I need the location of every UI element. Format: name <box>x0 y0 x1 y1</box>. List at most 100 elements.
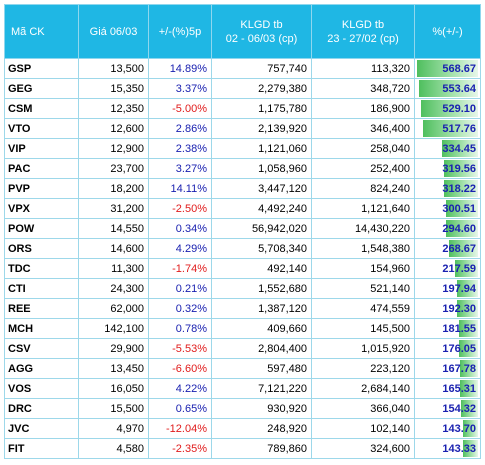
cell-price: 12,900 <box>78 138 149 159</box>
cell-volume-current: 5,708,340 <box>211 238 312 259</box>
cell-price: 31,200 <box>78 198 149 219</box>
cell-change: 0.21% <box>148 278 212 299</box>
table-body: GSP 13,500 14.89% 757,740 113,320 568.67 GEG 15… <box>4 58 481 459</box>
cell-percent: 167.78 <box>414 358 481 379</box>
cell-change: 3.37% <box>148 78 212 99</box>
cell-code: MCH <box>4 318 79 339</box>
percent-value: 165.31 <box>442 382 476 395</box>
cell-percent: 334.45 <box>414 138 481 159</box>
table-row: GSP 13,500 14.89% 757,740 113,320 568.67 <box>4 58 481 79</box>
cell-volume-current: 56,942,020 <box>211 218 312 239</box>
percent-value: 143.70 <box>442 422 476 435</box>
percent-bar <box>421 100 478 117</box>
cell-change: 4.22% <box>148 378 212 399</box>
cell-volume-current: 597,480 <box>211 358 312 379</box>
cell-change: 0.78% <box>148 318 212 339</box>
table-row: VIP 12,900 2.38% 1,121,060 258,040 334.45 <box>4 138 481 159</box>
cell-volume-current: 1,552,680 <box>211 278 312 299</box>
table-row: MCH 142,100 0.78% 409,660 145,500 181.55 <box>4 318 481 339</box>
percent-bar <box>422 120 478 137</box>
cell-code: GSP <box>4 58 79 79</box>
cell-code: VOS <box>4 378 79 399</box>
cell-percent: 300.51 <box>414 198 481 219</box>
percent-bar <box>443 160 478 177</box>
header-change: +/-(%)5p <box>148 4 212 59</box>
cell-code: PAC <box>4 158 79 179</box>
header-volume-previous: KLGD tb 23 - 27/02 (cp) <box>311 4 415 59</box>
table-row: CSM 12,350 -5.00% 1,175,780 186,900 529.10 <box>4 98 481 119</box>
cell-code: POW <box>4 218 79 239</box>
percent-bar <box>458 320 478 337</box>
cell-change: 0.34% <box>148 218 212 239</box>
percent-value: 217.59 <box>442 262 476 275</box>
stock-volume-table: Mã CK Giá 06/03 +/-(%)5p KLGD tb 02 - 06… <box>4 4 481 459</box>
cell-code: VIP <box>4 138 79 159</box>
cell-volume-previous: 474,559 <box>311 298 415 319</box>
header-volume-current: KLGD tb 02 - 06/03 (cp) <box>211 4 312 59</box>
cell-volume-previous: 1,121,640 <box>311 198 415 219</box>
cell-percent: 217.59 <box>414 258 481 279</box>
cell-change: -5.00% <box>148 98 212 119</box>
percent-value: 167.78 <box>442 362 476 375</box>
cell-code: CTI <box>4 278 79 299</box>
table-row: TDC 11,300 -1.74% 492,140 154,960 217.59 <box>4 258 481 279</box>
table-row: VPX 31,200 -2.50% 4,492,240 1,121,640 300.51 <box>4 198 481 219</box>
cell-code: REE <box>4 298 79 319</box>
cell-percent: 192.30 <box>414 298 481 319</box>
cell-volume-current: 1,175,780 <box>211 98 312 119</box>
cell-price: 15,350 <box>78 78 149 99</box>
cell-percent: 181.55 <box>414 318 481 339</box>
cell-volume-previous: 366,040 <box>311 398 415 419</box>
percent-bar <box>445 200 478 217</box>
cell-volume-previous: 348,720 <box>311 78 415 99</box>
cell-percent: 154.32 <box>414 398 481 419</box>
cell-volume-previous: 186,900 <box>311 98 415 119</box>
table-row: JVC 4,970 -12.04% 248,920 102,140 143.70 <box>4 418 481 439</box>
percent-value: 197.94 <box>442 282 476 295</box>
cell-volume-current: 2,804,400 <box>211 338 312 359</box>
cell-volume-current: 1,387,120 <box>211 298 312 319</box>
cell-code: DRC <box>4 398 79 419</box>
cell-code: AGG <box>4 358 79 379</box>
cell-volume-previous: 1,548,380 <box>311 238 415 259</box>
percent-value: 318.22 <box>442 182 476 195</box>
cell-code: VTO <box>4 118 79 139</box>
cell-volume-current: 492,140 <box>211 258 312 279</box>
cell-volume-current: 248,920 <box>211 418 312 439</box>
percent-bar <box>460 380 478 397</box>
percent-value: 517.76 <box>442 122 476 135</box>
cell-change: -1.74% <box>148 258 212 279</box>
percent-bar <box>446 220 478 237</box>
percent-bar <box>449 240 478 257</box>
cell-price: 12,350 <box>78 98 149 119</box>
cell-change: 14.11% <box>148 178 212 199</box>
cell-change: 0.65% <box>148 398 212 419</box>
percent-bar <box>418 80 478 97</box>
percent-value: 192.30 <box>442 302 476 315</box>
cell-price: 62,000 <box>78 298 149 319</box>
cell-price: 16,050 <box>78 378 149 399</box>
cell-change: -2.50% <box>148 198 212 219</box>
cell-price: 24,300 <box>78 278 149 299</box>
table-row: CTI 24,300 0.21% 1,552,680 521,140 197.94 <box>4 278 481 299</box>
cell-volume-current: 1,121,060 <box>211 138 312 159</box>
cell-change: 4.29% <box>148 238 212 259</box>
cell-percent: 318.22 <box>414 178 481 199</box>
percent-value: 294.60 <box>442 222 476 235</box>
cell-change: -5.53% <box>148 338 212 359</box>
percent-value: 529.10 <box>442 102 476 115</box>
cell-volume-current: 4,492,240 <box>211 198 312 219</box>
percent-value: 181.55 <box>442 322 476 335</box>
cell-code: GEG <box>4 78 79 99</box>
percent-value: 300.51 <box>442 202 476 215</box>
table-row: ORS 14,600 4.29% 5,708,340 1,548,380 268.67 <box>4 238 481 259</box>
cell-percent: 176.05 <box>414 338 481 359</box>
percent-value: 143.33 <box>442 442 476 455</box>
cell-change: -2.35% <box>148 438 212 459</box>
percent-bar <box>460 360 478 377</box>
stock-volume-table-container: Mã CK Giá 06/03 +/-(%)5p KLGD tb 02 - 06… <box>4 4 481 459</box>
cell-volume-previous: 223,120 <box>311 358 415 379</box>
cell-volume-current: 7,121,220 <box>211 378 312 399</box>
percent-value: 334.45 <box>442 142 476 155</box>
percent-bar <box>459 340 478 357</box>
